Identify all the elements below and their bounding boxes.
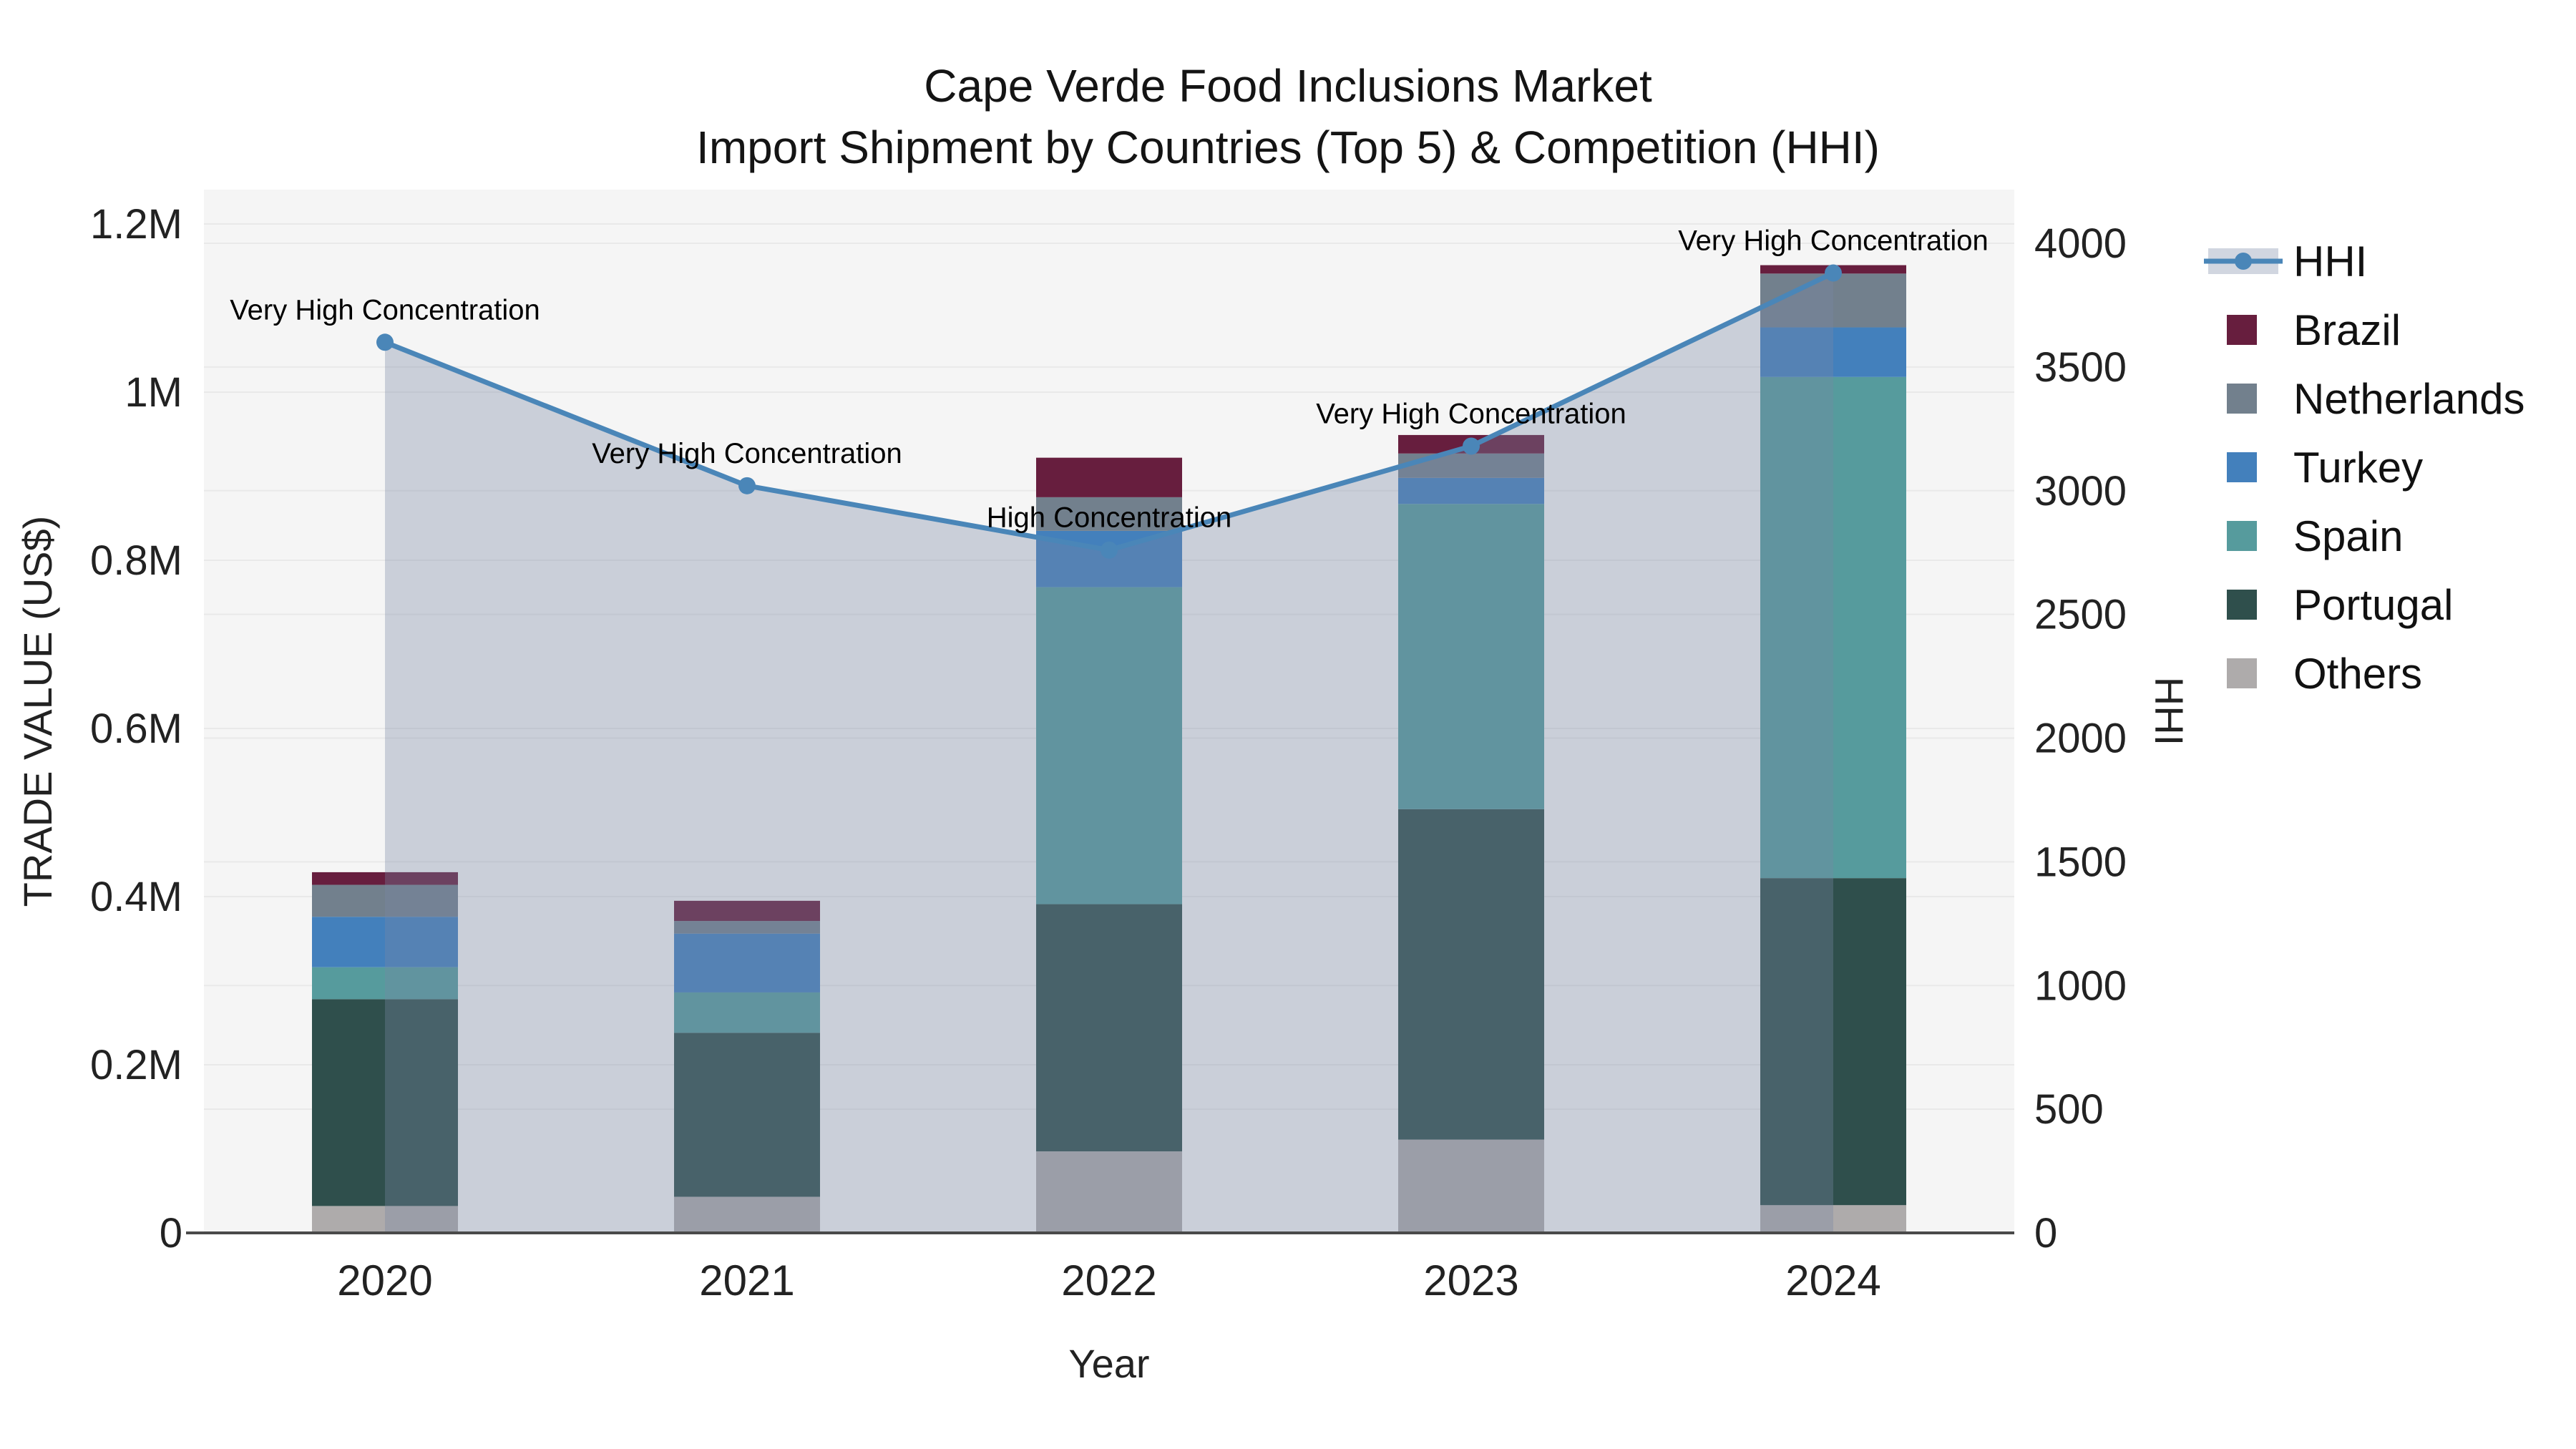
legend-item-netherlands[interactable]: Netherlands <box>2227 375 2525 423</box>
bar-segment-turkey-2021 <box>674 933 820 992</box>
legend-item-turkey[interactable]: Turkey <box>2227 444 2423 492</box>
chart-title-line1: Cape Verde Food Inclusions Market <box>924 60 1652 112</box>
legend-swatch-others <box>2227 658 2257 688</box>
legend-swatch-portugal <box>2227 590 2257 620</box>
bar-segment-brazil-2021 <box>674 900 820 922</box>
legend-item-hhi[interactable]: HHI <box>2204 238 2367 286</box>
bar-segment-others-2022 <box>1036 1151 1182 1233</box>
y-left-tick-0.8M: 0.8M <box>90 537 182 584</box>
y-right-tick-2000: 2000 <box>2034 716 2127 762</box>
hhi-marker-2023 <box>1463 437 1480 455</box>
legend-swatch-spain <box>2227 521 2257 551</box>
y-right-axis-title: HHI <box>2147 677 2192 746</box>
legend-label-hhi: HHI <box>2293 238 2367 286</box>
bar-segment-brazil-2022 <box>1036 457 1182 497</box>
legend-label-portugal: Portugal <box>2293 581 2453 629</box>
bar-segment-portugal-2023 <box>1398 809 1544 1140</box>
hhi-marker-2024 <box>1825 264 1842 282</box>
bar-segment-netherlands-2024 <box>1760 273 1906 328</box>
legend-item-others[interactable]: Others <box>2227 650 2422 698</box>
legend-swatch-turkey <box>2227 452 2257 482</box>
bar-segment-others-2024 <box>1760 1205 1906 1233</box>
bar-segment-brazil-2020 <box>312 872 458 885</box>
legend-item-portugal[interactable]: Portugal <box>2227 581 2453 629</box>
bar-segment-others-2021 <box>674 1196 820 1233</box>
y-right-tick-1500: 1500 <box>2034 839 2127 885</box>
legend-swatch-brazil <box>2227 315 2257 345</box>
y-right-tick-3000: 3000 <box>2034 468 2127 514</box>
bar-segment-portugal-2024 <box>1760 878 1906 1206</box>
y-right-tick-1000: 1000 <box>2034 962 2127 1009</box>
annotation-2020: Very High Concentration <box>230 294 540 326</box>
y-left-axis-title: TRADE VALUE (US$) <box>15 516 60 907</box>
bar-segment-spain-2024 <box>1760 376 1906 879</box>
bar-segment-portugal-2021 <box>674 1033 820 1197</box>
bar-segment-netherlands-2022 <box>1036 497 1182 531</box>
y-left-tick-0: 0 <box>160 1210 182 1257</box>
x-tick-2023: 2023 <box>1423 1257 1518 1304</box>
hhi-marker-2020 <box>376 333 394 351</box>
hhi-area-fill <box>385 273 1833 1233</box>
legend-label-others: Others <box>2293 650 2422 698</box>
y-left-tick-0.2M: 0.2M <box>90 1042 182 1088</box>
y-right-tick-500: 500 <box>2034 1086 2104 1133</box>
bar-segment-spain-2020 <box>312 967 458 1000</box>
hhi-marker-2022 <box>1101 541 1118 559</box>
y-left-tick-0.4M: 0.4M <box>90 874 182 920</box>
legend-hhi-marker-icon <box>2235 253 2252 270</box>
bar-segment-portugal-2020 <box>312 999 458 1206</box>
legend-label-brazil: Brazil <box>2293 306 2401 354</box>
y-left-tick-1M: 1M <box>125 369 182 416</box>
bar-segment-turkey-2023 <box>1398 477 1544 504</box>
annotation-2022: High Concentration <box>987 502 1231 534</box>
chart-title-line2: Import Shipment by Countries (Top 5) & C… <box>696 122 1880 173</box>
y-right-tick-0: 0 <box>2034 1210 2057 1257</box>
y-right-tick-3500: 3500 <box>2034 344 2127 391</box>
x-tick-2022: 2022 <box>1061 1257 1156 1304</box>
legend-swatch-netherlands <box>2227 384 2257 414</box>
bar-segment-netherlands-2021 <box>674 921 820 934</box>
hhi-marker-2021 <box>738 477 756 494</box>
bar-segment-turkey-2024 <box>1760 327 1906 377</box>
y-left-tick-0.6M: 0.6M <box>90 706 182 752</box>
y-left-tick-1.2M: 1.2M <box>90 201 182 248</box>
bar-segment-portugal-2022 <box>1036 904 1182 1152</box>
legend-label-netherlands: Netherlands <box>2293 375 2525 423</box>
annotation-2021: Very High Concentration <box>592 438 902 469</box>
x-tick-2024: 2024 <box>1785 1257 1880 1304</box>
bar-segment-others-2023 <box>1398 1139 1544 1233</box>
annotation-2023: Very High Concentration <box>1316 399 1626 430</box>
y-right-tick-2500: 2500 <box>2034 592 2127 638</box>
legend-label-spain: Spain <box>2293 512 2403 560</box>
legend-item-brazil[interactable]: Brazil <box>2227 306 2401 354</box>
annotation-2024: Very High Concentration <box>1678 225 1989 256</box>
x-tick-2020: 2020 <box>337 1257 432 1304</box>
bar-segment-others-2020 <box>312 1206 458 1233</box>
x-tick-2021: 2021 <box>699 1257 794 1304</box>
legend-label-turkey: Turkey <box>2293 444 2423 492</box>
bar-segment-spain-2023 <box>1398 504 1544 809</box>
bar-segment-netherlands-2020 <box>312 884 458 917</box>
bar-segment-spain-2021 <box>674 992 820 1033</box>
y-right-tick-4000: 4000 <box>2034 220 2127 267</box>
x-axis-title: Year <box>1068 1341 1149 1386</box>
legend-item-spain[interactable]: Spain <box>2227 512 2403 560</box>
bar-segment-turkey-2020 <box>312 917 458 967</box>
bar-segment-spain-2022 <box>1036 587 1182 904</box>
